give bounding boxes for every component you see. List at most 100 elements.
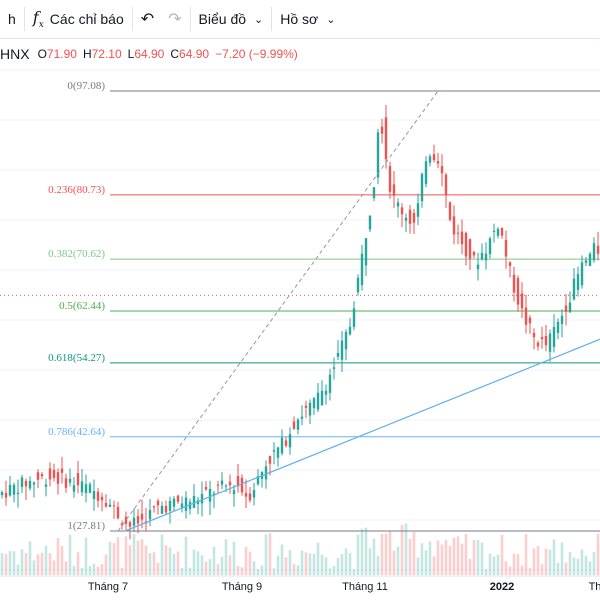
candle-body (292, 421, 296, 429)
toolbar-partial-item[interactable]: h (8, 11, 16, 27)
volume-bar (40, 552, 44, 575)
volume-bar (160, 534, 164, 575)
volume-bar (392, 550, 396, 575)
candle-body (552, 327, 556, 347)
volume-bar (112, 543, 116, 575)
volume-bar (88, 566, 92, 575)
candle-body (588, 253, 592, 266)
candle-body (384, 117, 388, 160)
candle-body (296, 419, 300, 430)
volume-bar (268, 533, 272, 575)
volume-bar (0, 553, 4, 575)
undo-icon[interactable]: ↶ (140, 11, 155, 28)
volume-bar (244, 546, 248, 575)
volume-bar (496, 554, 500, 575)
volume-bar (204, 561, 208, 575)
candle-body (540, 336, 544, 340)
profile-button[interactable]: Hồ sơ ⌄ (272, 0, 343, 38)
candle-body (80, 481, 84, 493)
candle-body (252, 489, 256, 498)
volume-bar (296, 565, 300, 575)
candle-body (72, 485, 76, 492)
volume-bar (540, 564, 544, 575)
volume-bar (240, 567, 244, 575)
candle-body (128, 522, 132, 527)
candle-body (400, 207, 404, 215)
candle-body (484, 253, 488, 261)
volume-bar (476, 540, 480, 575)
candle-body (276, 447, 280, 458)
volume-bar (184, 536, 188, 575)
candle-body (284, 440, 288, 446)
symbol-name[interactable]: HNX (0, 46, 30, 62)
volume-bar (552, 539, 556, 575)
candle-body (64, 478, 68, 488)
candle-body (164, 505, 168, 513)
volume-bar (572, 557, 576, 575)
volume-bar (308, 553, 312, 575)
volume-bar (564, 562, 568, 575)
volume-bar (520, 565, 524, 575)
volume-bar (376, 555, 380, 575)
volume-bar (228, 555, 232, 575)
candle-body (224, 485, 228, 487)
high-key: H (82, 47, 92, 61)
volume-bar (420, 543, 424, 575)
volume-bar (16, 564, 20, 575)
volume-bar (424, 550, 428, 575)
volume-bar (320, 554, 324, 575)
candle-body (416, 203, 420, 217)
candle-body (316, 392, 320, 410)
candle-body (508, 262, 512, 266)
candle-body (512, 274, 516, 293)
volume-bar (516, 554, 520, 575)
x-tick-label: Tháng 11 (342, 581, 388, 593)
ohlc-legend: HNX O 71.90 H 72.10 L 64.90 C 64.90 −7.20 (−… (0, 44, 304, 64)
candle-body (376, 132, 380, 178)
volume-bar (356, 534, 360, 575)
volume-bar (104, 554, 108, 575)
candle-body (412, 212, 416, 223)
candle-body (340, 340, 344, 360)
undo-redo-group: ↶ ↷ (133, 0, 190, 38)
candle-body (536, 342, 540, 347)
candle-body (556, 321, 560, 333)
volume-bar (180, 568, 184, 575)
candle-body (568, 302, 572, 313)
volume-bar (164, 545, 168, 575)
candle-body (112, 505, 116, 507)
candle-body (236, 476, 240, 487)
toolbar-divider (271, 7, 273, 31)
candle-body (184, 497, 188, 511)
change-value: −7.20 (−9.99%) (215, 47, 298, 61)
candle-body (520, 293, 524, 309)
indicators-button[interactable]: fx Các chỉ báo (25, 0, 132, 38)
volume-bar (488, 553, 492, 575)
candle-body (68, 478, 72, 483)
candle-body (60, 468, 64, 473)
volume-bar (404, 523, 408, 575)
candle-body (12, 484, 16, 495)
candle-body (76, 473, 80, 486)
redo-icon[interactable]: ↷ (168, 11, 182, 28)
candle-body (448, 202, 452, 220)
volume-bar (364, 527, 368, 575)
candle-body (304, 405, 308, 408)
volume-bar (576, 558, 580, 575)
volume-bar (464, 533, 468, 575)
volume-bar (96, 566, 100, 575)
candle-body (396, 202, 400, 207)
volume-bar (108, 541, 112, 575)
chart-type-button[interactable]: Biểu đồ ⌄ (191, 0, 272, 38)
candle-body (444, 174, 448, 196)
volume-bar (340, 554, 344, 575)
candle-body (156, 500, 160, 506)
candle-body (332, 367, 336, 369)
volume-bar (92, 563, 96, 575)
volume-bar (216, 564, 220, 575)
volume-bar (124, 536, 128, 575)
volume-bar (384, 533, 388, 575)
fib-level-label: 1(27.81) (67, 520, 105, 532)
volume-bar (328, 568, 332, 575)
